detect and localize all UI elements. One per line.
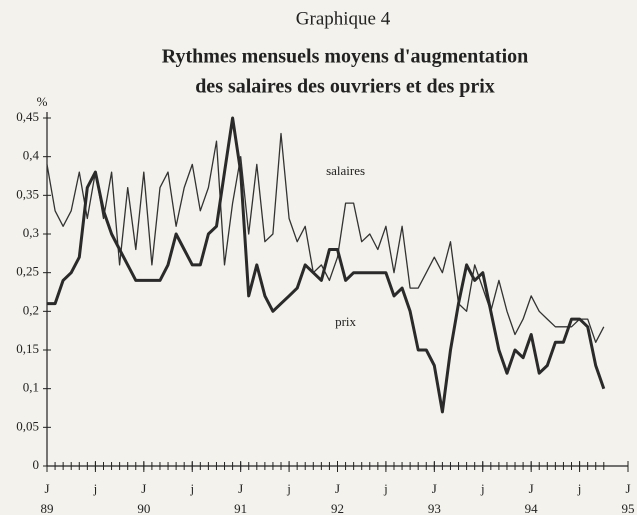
y-tick-label: 0,3 — [23, 225, 39, 240]
y-tick-label: 0,45 — [16, 109, 39, 124]
x-tick-label: j — [383, 481, 388, 496]
x-tick-label: j — [286, 481, 291, 496]
y-tick-label: 0,05 — [16, 418, 39, 433]
y-tick-label: 0,15 — [16, 341, 39, 356]
x-tick-label: j — [480, 481, 485, 496]
y-tick-label: 0,2 — [23, 302, 39, 317]
x-tick-label: J — [432, 481, 437, 496]
series-label: salaires — [326, 163, 365, 178]
x-tick-year: 91 — [234, 501, 247, 515]
x-tick-year: 95 — [622, 501, 635, 515]
x-tick-label: J — [238, 481, 243, 496]
x-tick-year: 93 — [428, 501, 441, 515]
series-label: prix — [335, 314, 356, 329]
x-tick-label: J — [625, 481, 630, 496]
y-tick-label: 0,25 — [16, 264, 39, 279]
y-tick-label: 0,1 — [23, 380, 39, 395]
series-line — [47, 116, 606, 414]
x-tick-label: j — [577, 481, 582, 496]
x-tick-label: J — [335, 481, 340, 496]
y-unit: % — [37, 94, 48, 109]
x-tick-label: J — [44, 481, 49, 496]
x-tick-label: J — [529, 481, 534, 496]
x-tick-label: j — [189, 481, 194, 496]
x-tick-year: 90 — [137, 501, 150, 515]
y-tick-label: 0,4 — [23, 148, 40, 163]
x-tick-year: 92 — [331, 501, 344, 515]
x-tick-year: 89 — [41, 501, 54, 515]
x-tick-label: j — [93, 481, 98, 496]
x-tick-year: 94 — [525, 501, 539, 515]
chart-title: Graphique 4 — [296, 8, 391, 29]
chart-subtitle: Rythmes mensuels moyens d'augmentation — [162, 46, 529, 68]
y-tick-label: 0,35 — [16, 186, 39, 201]
chart-subtitle: des salaires des ouvriers et des prix — [195, 76, 495, 98]
series-line — [46, 132, 605, 343]
y-tick-label: 0 — [33, 457, 40, 472]
x-tick-label: J — [141, 481, 146, 496]
